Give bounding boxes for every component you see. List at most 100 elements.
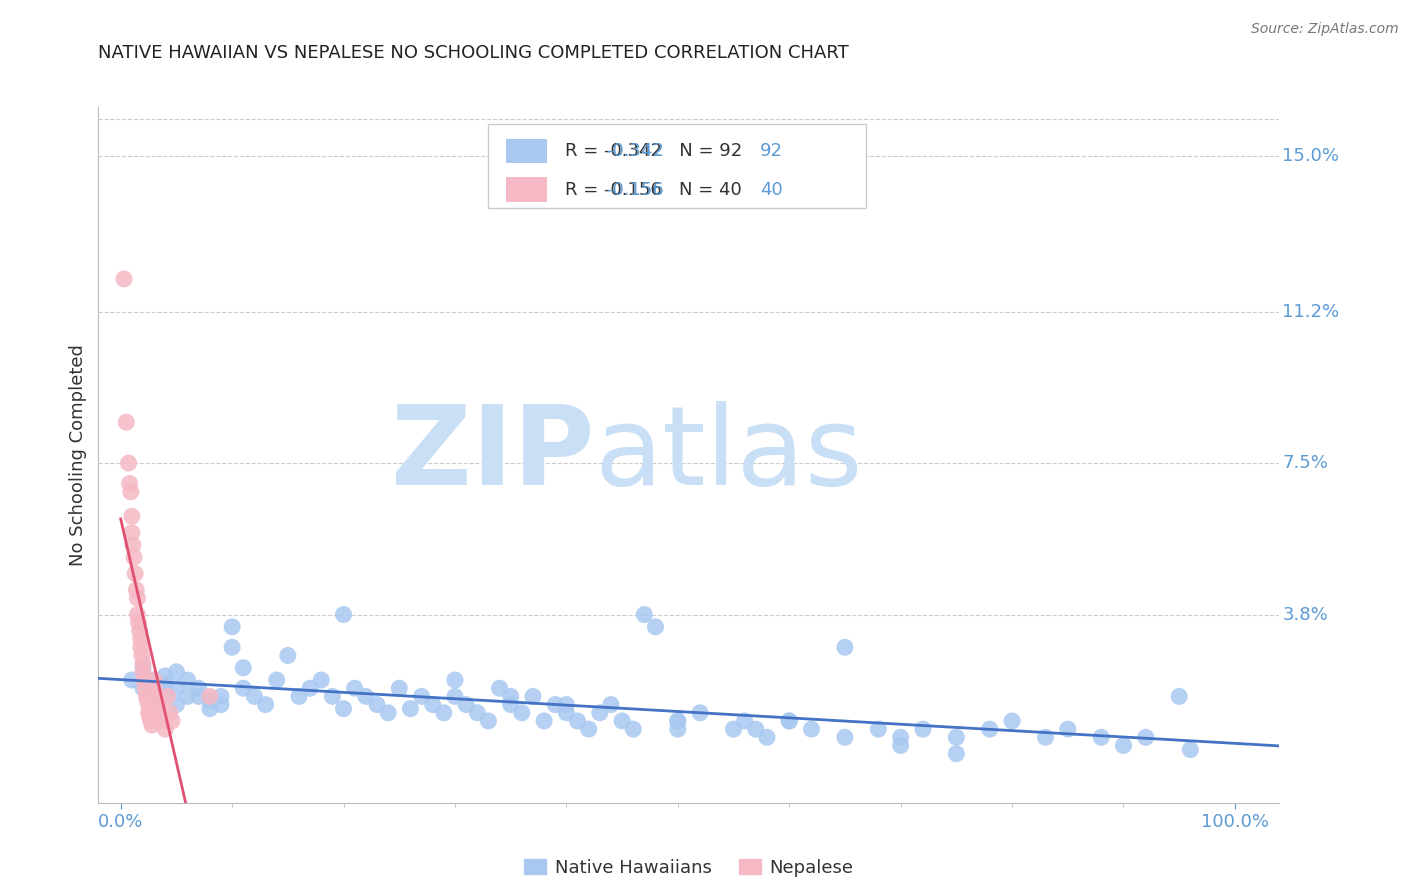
Point — [115, 415, 138, 429]
Point — [555, 698, 578, 712]
Point — [633, 607, 655, 622]
Point — [890, 731, 912, 745]
Point — [734, 714, 756, 728]
Text: Source: ZipAtlas.com: Source: ZipAtlas.com — [1251, 22, 1399, 37]
Point — [122, 538, 145, 552]
Point — [138, 710, 160, 724]
Y-axis label: No Schooling Completed: No Schooling Completed — [69, 344, 87, 566]
Point — [778, 714, 800, 728]
Point — [332, 701, 354, 715]
Point — [121, 525, 143, 540]
Point — [1168, 690, 1191, 704]
Point — [621, 722, 644, 736]
Point — [465, 706, 488, 720]
Text: 7.5%: 7.5% — [1282, 454, 1329, 472]
Point — [156, 690, 179, 704]
Point — [388, 681, 411, 696]
Point — [176, 690, 198, 704]
Point — [778, 714, 800, 728]
Point — [139, 714, 162, 728]
Point — [800, 722, 823, 736]
FancyBboxPatch shape — [488, 124, 866, 208]
Point — [755, 731, 778, 745]
Point — [945, 731, 967, 745]
Point — [155, 722, 177, 736]
Point — [131, 648, 153, 663]
FancyBboxPatch shape — [506, 139, 547, 163]
Text: R = -0.156   N = 40: R = -0.156 N = 40 — [565, 180, 742, 199]
Point — [422, 698, 444, 712]
Point — [444, 673, 467, 687]
Point — [159, 706, 181, 720]
Text: 40: 40 — [759, 180, 783, 199]
Point — [600, 698, 623, 712]
Point — [209, 698, 232, 712]
Point — [299, 681, 322, 696]
FancyBboxPatch shape — [506, 178, 547, 202]
Point — [165, 698, 187, 712]
Point — [221, 620, 243, 634]
Point — [160, 714, 183, 728]
Point — [277, 648, 299, 663]
Point — [129, 632, 152, 646]
Point — [187, 690, 209, 704]
Point — [456, 698, 478, 712]
Point — [433, 706, 456, 720]
Text: 92: 92 — [759, 142, 783, 161]
Point — [134, 681, 156, 696]
Point — [149, 706, 172, 720]
Point — [911, 722, 934, 736]
Point — [118, 476, 141, 491]
Text: ZIP: ZIP — [391, 401, 595, 508]
Point — [533, 714, 555, 728]
Point — [198, 690, 221, 704]
Point — [209, 690, 232, 704]
Point — [1035, 731, 1057, 745]
Point — [1135, 731, 1157, 745]
Point — [120, 484, 142, 499]
Point — [1001, 714, 1024, 728]
Point — [610, 714, 633, 728]
Point — [112, 272, 135, 286]
Point — [578, 722, 600, 736]
Point — [1090, 731, 1112, 745]
Legend: Native Hawaiians, Nepalese: Native Hawaiians, Nepalese — [517, 852, 860, 884]
Point — [366, 698, 388, 712]
Point — [128, 624, 150, 638]
Point — [117, 456, 139, 470]
Point — [354, 690, 377, 704]
Point — [723, 722, 745, 736]
Text: -0.156: -0.156 — [606, 180, 664, 199]
Text: -0.342: -0.342 — [606, 142, 664, 161]
Point — [165, 665, 187, 679]
Point — [254, 698, 277, 712]
Point — [644, 620, 666, 634]
Point — [155, 685, 177, 699]
Point — [589, 706, 612, 720]
Point — [243, 690, 266, 704]
Point — [124, 566, 146, 581]
Point — [567, 714, 589, 728]
Point — [1180, 742, 1202, 756]
Point — [745, 722, 768, 736]
Point — [868, 722, 890, 736]
Point — [510, 706, 533, 720]
Point — [666, 722, 689, 736]
Point — [127, 591, 149, 606]
Point — [309, 673, 332, 687]
Point — [221, 640, 243, 655]
Point — [332, 607, 354, 622]
Point — [152, 714, 174, 728]
Text: 11.2%: 11.2% — [1282, 302, 1340, 321]
Point — [132, 681, 155, 696]
Point — [198, 701, 221, 715]
Point — [555, 706, 578, 720]
Point — [132, 665, 155, 679]
Point — [121, 673, 143, 687]
Point — [834, 731, 856, 745]
Point — [945, 747, 967, 761]
Point — [266, 673, 288, 687]
Point — [522, 690, 544, 704]
Text: 3.8%: 3.8% — [1282, 606, 1329, 624]
Point — [411, 690, 433, 704]
